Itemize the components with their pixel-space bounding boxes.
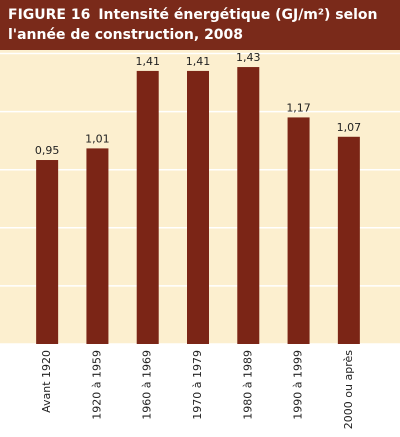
x-tick-label: 1960 à 1969 — [141, 350, 154, 420]
value-label: 1,41 — [135, 55, 160, 68]
bar — [237, 67, 260, 344]
value-label: 1,43 — [236, 51, 261, 64]
bar — [36, 160, 59, 344]
bar — [337, 136, 360, 344]
bar — [187, 70, 209, 345]
value-label: 1,17 — [286, 101, 311, 114]
bar — [86, 148, 109, 344]
bar — [287, 117, 310, 344]
x-tick-label: 1920 à 1959 — [90, 350, 103, 420]
x-tick-label: 1980 à 1989 — [241, 350, 254, 420]
value-label: 1,41 — [186, 55, 211, 68]
chart: 0,95 Avant 1920 1,01 1920 à 1959 1,41 1960 à … — [0, 50, 400, 429]
header: FIGURE 16 Intensité énergétique (GJ/m²) s… — [0, 0, 400, 50]
x-tick-label: 1990 à 1999 — [292, 350, 305, 420]
value-label: 1,07 — [337, 121, 362, 134]
chart-title: Intensité énergétique (GJ/m²) selon l'an… — [8, 7, 378, 43]
x-tick-label: 1970 à 1979 — [191, 350, 204, 420]
value-label: 0,95 — [35, 144, 60, 157]
bar — [136, 70, 159, 345]
figure-label: FIGURE 16 — [8, 7, 91, 23]
x-tick-label: 2000 ou après — [342, 350, 355, 429]
value-label: 1,01 — [85, 132, 110, 145]
x-tick-label: Avant 1920 — [40, 350, 53, 413]
